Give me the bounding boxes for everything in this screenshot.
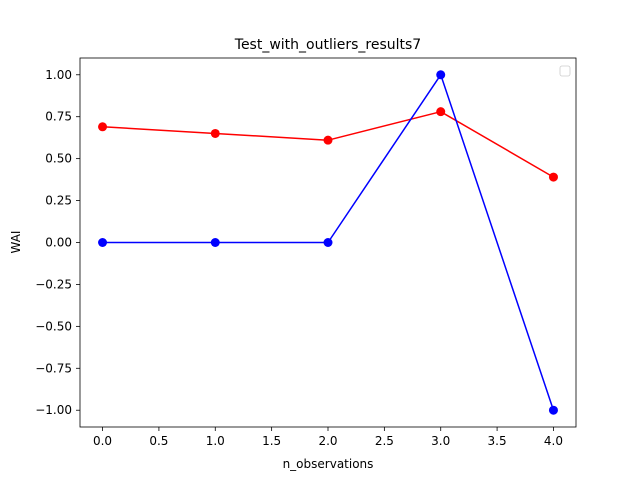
data-point-0-3 [436, 107, 446, 117]
data-point-1-3 [436, 70, 446, 80]
x-tick-label: 3.0 [431, 434, 450, 448]
data-point-1-2 [323, 238, 333, 247]
y-tick-label: 0.75 [45, 110, 72, 124]
x-axis-label: n_observations [283, 457, 374, 471]
x-tick-label: 4.0 [544, 434, 563, 448]
data-point-0-0 [98, 122, 108, 132]
y-tick-label: −0.25 [35, 277, 72, 291]
chart-title: Test_with_outliers_results7 [234, 37, 421, 53]
y-tick-label: −1.00 [35, 403, 72, 417]
x-tick-label: 3.5 [488, 434, 507, 448]
x-tick-label: 1.5 [262, 434, 281, 448]
data-point-1-4 [548, 405, 558, 415]
data-point-1-1 [210, 238, 220, 247]
y-tick-label: −0.75 [35, 361, 72, 375]
y-axis-label: WAI [9, 231, 23, 254]
x-tick-label: 2.0 [318, 434, 337, 448]
data-point-0-1 [210, 128, 220, 138]
data-point-1-0 [98, 238, 108, 247]
data-point-0-2 [323, 135, 333, 145]
x-tick-label: 1.0 [206, 434, 225, 448]
plot-area: 0.0 0.5 1.0 1.5 2.0 2.5 3.0 3.5 4.0 1.00 0.75 0.50 0… [35, 57, 577, 448]
y-tick-label: 1.00 [45, 68, 72, 82]
x-tick-label: 0.5 [149, 434, 168, 448]
y-tick-label: 0.00 [45, 236, 72, 250]
legend-box [559, 65, 571, 77]
y-tick-label: 0.25 [45, 194, 72, 208]
data-point-0-4 [548, 172, 558, 182]
x-tick-label: 2.5 [375, 434, 394, 448]
y-tick-label: 0.50 [45, 152, 72, 166]
x-tick-label: 0.0 [93, 434, 112, 448]
y-tick-label: −0.50 [35, 319, 72, 333]
